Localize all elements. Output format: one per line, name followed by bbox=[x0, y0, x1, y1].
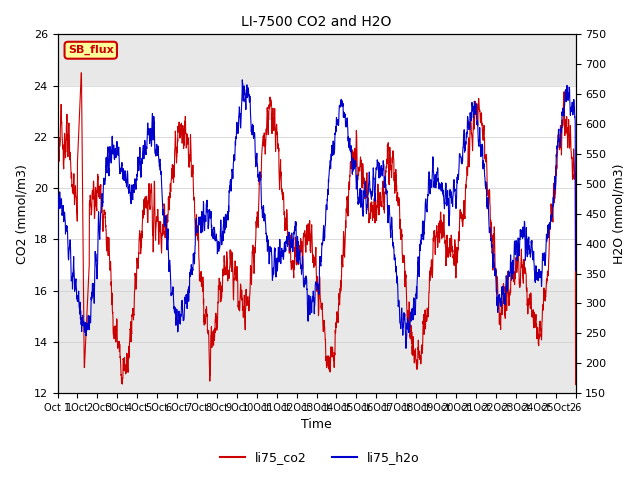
Title: LI-7500 CO2 and H2O: LI-7500 CO2 and H2O bbox=[241, 15, 392, 29]
Bar bbox=[58, 85, 575, 278]
Text: SB_flux: SB_flux bbox=[68, 45, 114, 55]
Y-axis label: CO2 (mmol/m3): CO2 (mmol/m3) bbox=[15, 164, 28, 264]
X-axis label: Time: Time bbox=[301, 419, 332, 432]
Y-axis label: H2O (mmol/m3): H2O (mmol/m3) bbox=[612, 164, 625, 264]
Legend: li75_co2, li75_h2o: li75_co2, li75_h2o bbox=[215, 446, 425, 469]
